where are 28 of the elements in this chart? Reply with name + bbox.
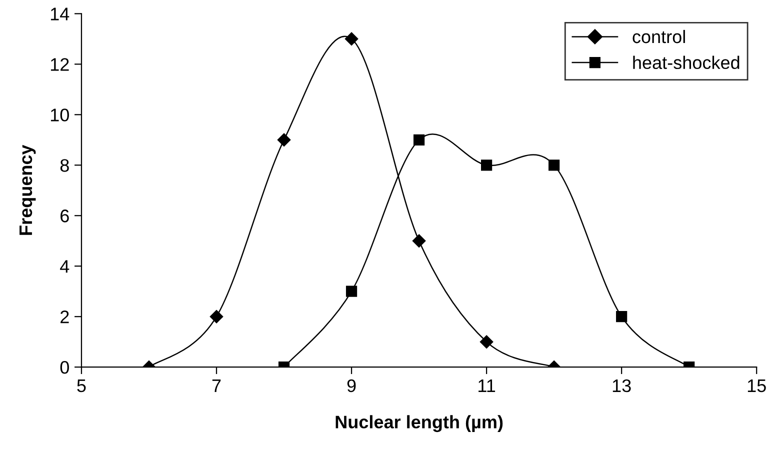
x-tick-label: 5 [77,380,86,392]
y-tick-label: 14 [50,8,70,20]
point [210,310,224,324]
point [346,286,358,297]
legend-label: heat-shocked [633,56,740,70]
x-tick-label: 7 [212,380,221,392]
point [277,133,291,146]
point [548,160,560,171]
point [412,234,426,248]
point [480,335,494,348]
y-tick-label: 4 [60,260,70,273]
x-axis-title: Nuclear length (µm) [336,415,503,432]
y-tick-label: 2 [60,310,69,324]
x-tick-label: 9 [347,379,356,392]
y-tick-label: 8 [60,159,69,172]
legend-label: control [632,30,685,44]
y-tick-label: 10 [50,108,69,122]
y-axis-title: Frequency [20,144,36,235]
point [616,311,628,322]
y-tick-label: 6 [60,210,69,222]
x-tick-label: 13 [612,379,631,392]
y-tick-label: 12 [50,58,69,71]
x-tick-label: 11 [478,380,496,392]
point [480,160,492,171]
point [413,134,425,146]
point [344,32,358,46]
y-tick-label: 0 [60,361,69,374]
x-tick-label: 15 [748,380,766,392]
